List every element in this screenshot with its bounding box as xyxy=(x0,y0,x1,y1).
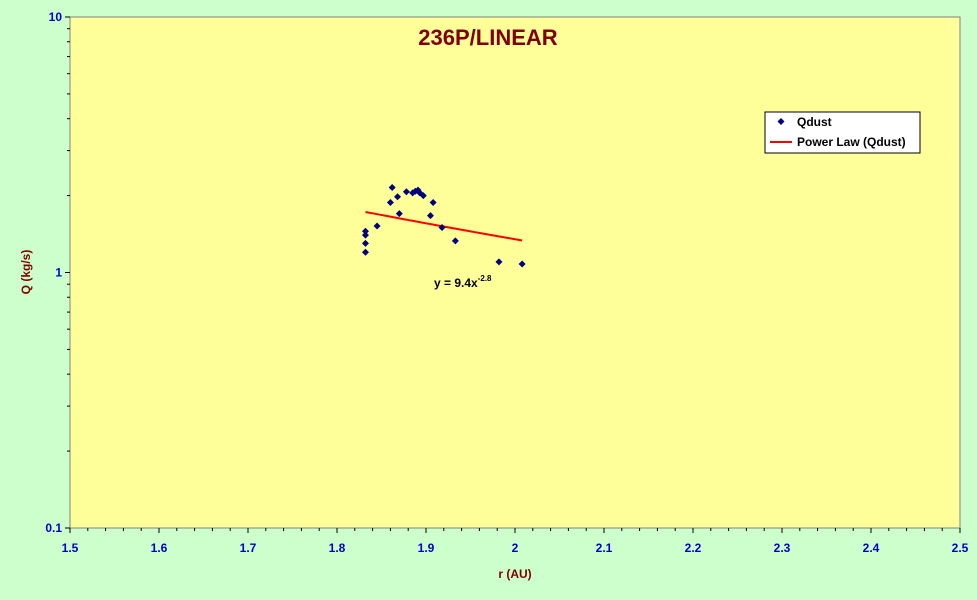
qdust-point xyxy=(419,192,427,200)
x-tick-label: 1.9 xyxy=(418,541,435,555)
y-axis-title: Q (kg/s) xyxy=(19,250,33,295)
y-tick-label: 10 xyxy=(49,10,63,24)
x-tick-label: 2.5 xyxy=(952,541,969,555)
x-tick-label: 2.3 xyxy=(774,541,791,555)
qdust-point xyxy=(361,231,369,239)
qdust-point xyxy=(429,198,437,206)
x-axis-title: r (AU) xyxy=(498,567,531,581)
qdust-point xyxy=(426,212,434,220)
equation-exponent: -2.8 xyxy=(478,274,492,283)
x-tick-labels: 1.5 1.6 1.7 1.8 1.9 2 2.1 2.2 2.3 2.4 2.5 xyxy=(62,541,969,555)
qdust-point xyxy=(438,224,446,232)
y-tick-labels: 0.1 1 10 xyxy=(45,10,62,535)
legend: Qdust Power Law (Qdust) xyxy=(764,111,921,154)
qdust-point xyxy=(402,188,410,196)
axis-ticks xyxy=(65,16,961,533)
qdust-point xyxy=(495,258,503,266)
equation-base: y = 9.4x xyxy=(434,276,478,290)
qdust-point xyxy=(386,198,394,206)
qdust-point xyxy=(361,227,369,235)
x-tick-label: 1.7 xyxy=(240,541,257,555)
x-tick-label: 2.1 xyxy=(596,541,613,555)
qdust-point xyxy=(373,222,381,230)
qdust-point xyxy=(388,184,396,192)
y-tick-label: 0.1 xyxy=(45,521,62,535)
x-tick-label: 1.8 xyxy=(329,541,346,555)
trendline-equation: y = 9.4x-2.8 xyxy=(434,274,492,290)
points-layer xyxy=(361,184,526,268)
qdust-point xyxy=(451,237,459,245)
x-tick-label: 2 xyxy=(512,541,519,555)
qdust-point xyxy=(361,239,369,247)
x-tick-label: 1.5 xyxy=(62,541,79,555)
x-tick-label: 1.6 xyxy=(151,541,168,555)
x-tick-label: 2.4 xyxy=(863,541,880,555)
legend-label-qdust: Qdust xyxy=(797,115,832,129)
plot-area xyxy=(69,16,961,529)
qdust-point xyxy=(394,193,402,201)
legend-label-power-law: Power Law (Qdust) xyxy=(797,135,906,149)
qdust-point xyxy=(395,210,403,218)
x-tick-label: 2.2 xyxy=(685,541,702,555)
legend-marker-qdust xyxy=(777,118,785,125)
chart-title: 236P/LINEAR xyxy=(418,25,557,50)
legend-box xyxy=(764,111,921,154)
qdust-point xyxy=(518,260,526,268)
y-tick-label: 1 xyxy=(55,266,62,280)
qdust-point xyxy=(361,248,369,256)
